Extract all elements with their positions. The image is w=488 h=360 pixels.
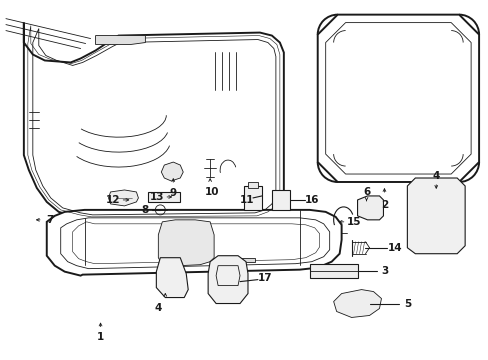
Text: 4: 4 [432, 171, 439, 181]
Text: 10: 10 [204, 187, 219, 197]
Text: 1: 1 [97, 332, 104, 342]
Polygon shape [95, 36, 145, 45]
Text: 4: 4 [154, 302, 162, 312]
Polygon shape [208, 256, 247, 303]
Text: 15: 15 [346, 217, 360, 227]
Polygon shape [271, 190, 289, 210]
Text: 11: 11 [239, 195, 254, 205]
Polygon shape [148, 192, 180, 202]
Text: 2: 2 [380, 200, 387, 210]
Text: 3: 3 [380, 266, 387, 276]
Polygon shape [309, 264, 357, 278]
Polygon shape [407, 178, 464, 254]
Polygon shape [333, 289, 381, 318]
Polygon shape [357, 196, 383, 220]
Polygon shape [244, 186, 262, 210]
Polygon shape [156, 258, 188, 298]
Polygon shape [317, 15, 478, 182]
Text: 5: 5 [403, 298, 410, 309]
Text: 12: 12 [106, 195, 121, 205]
Text: 16: 16 [304, 195, 318, 205]
Polygon shape [47, 210, 341, 276]
Polygon shape [108, 190, 138, 206]
Text: 9: 9 [169, 188, 177, 198]
Text: 17: 17 [257, 273, 272, 283]
Text: 8: 8 [142, 205, 149, 215]
Polygon shape [24, 23, 283, 220]
Polygon shape [158, 220, 214, 266]
Text: 14: 14 [387, 243, 402, 253]
Text: 6: 6 [362, 187, 369, 197]
Text: 13: 13 [150, 192, 164, 202]
Polygon shape [161, 162, 183, 181]
Polygon shape [247, 182, 258, 188]
Polygon shape [218, 258, 254, 262]
Text: 7: 7 [46, 215, 53, 225]
